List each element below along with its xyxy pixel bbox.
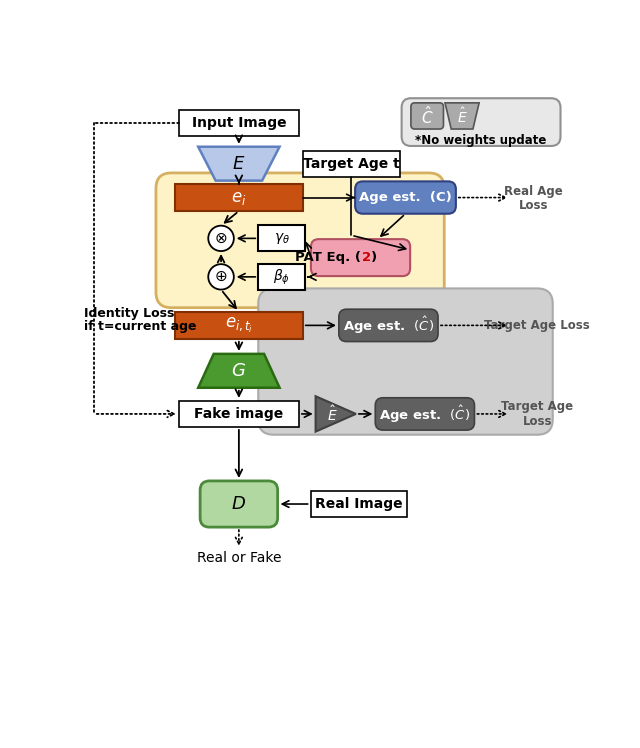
Text: $\oplus$: $\oplus$ bbox=[214, 269, 228, 284]
FancyBboxPatch shape bbox=[355, 182, 456, 214]
Polygon shape bbox=[198, 354, 280, 387]
Text: $\hat{E}$: $\hat{E}$ bbox=[327, 405, 338, 423]
Bar bbox=[310, 491, 408, 517]
Text: Real or Fake: Real or Fake bbox=[196, 551, 281, 565]
FancyBboxPatch shape bbox=[411, 103, 444, 129]
FancyBboxPatch shape bbox=[200, 481, 278, 527]
Bar bbox=[303, 150, 400, 177]
Text: $\hat{E}$: $\hat{E}$ bbox=[457, 106, 467, 126]
Text: Target Age: Target Age bbox=[501, 399, 573, 413]
Bar bbox=[175, 312, 303, 339]
Circle shape bbox=[208, 264, 234, 289]
Text: Identity Loss: Identity Loss bbox=[84, 307, 174, 319]
Text: $\gamma_{\theta}$: $\gamma_{\theta}$ bbox=[273, 231, 289, 246]
Text: Target Age Loss: Target Age Loss bbox=[484, 319, 590, 332]
FancyBboxPatch shape bbox=[156, 173, 444, 307]
Text: Age est.  (C): Age est. (C) bbox=[359, 191, 452, 204]
Circle shape bbox=[208, 226, 234, 251]
Text: Input Image: Input Image bbox=[191, 116, 286, 130]
Text: Target Age t: Target Age t bbox=[303, 156, 399, 171]
Bar bbox=[259, 225, 305, 251]
Polygon shape bbox=[198, 147, 280, 180]
Text: Fake image: Fake image bbox=[195, 407, 284, 421]
Bar bbox=[259, 264, 305, 290]
Text: $\hat{C}$: $\hat{C}$ bbox=[421, 105, 433, 127]
FancyBboxPatch shape bbox=[375, 398, 474, 430]
Text: 2: 2 bbox=[362, 251, 371, 264]
FancyBboxPatch shape bbox=[259, 289, 553, 435]
Text: Loss: Loss bbox=[522, 415, 552, 428]
Text: $e_{i,t_i}$: $e_{i,t_i}$ bbox=[225, 316, 253, 335]
Text: ): ) bbox=[371, 251, 377, 264]
Polygon shape bbox=[445, 103, 479, 129]
Polygon shape bbox=[316, 396, 356, 432]
Text: $E$: $E$ bbox=[232, 155, 246, 173]
Bar bbox=[179, 110, 299, 136]
Text: Loss: Loss bbox=[518, 199, 548, 212]
Text: $\otimes$: $\otimes$ bbox=[214, 231, 228, 246]
Text: PAT Eq. (: PAT Eq. ( bbox=[294, 251, 360, 264]
Text: Age est.  $(\hat{C})$: Age est. $(\hat{C})$ bbox=[380, 403, 470, 425]
Text: $G$: $G$ bbox=[231, 362, 246, 380]
FancyBboxPatch shape bbox=[402, 98, 561, 146]
Text: $e_i$: $e_i$ bbox=[231, 188, 246, 206]
Text: Real Age: Real Age bbox=[504, 185, 563, 198]
FancyBboxPatch shape bbox=[339, 309, 438, 342]
Text: $\beta_{\phi}$: $\beta_{\phi}$ bbox=[273, 267, 290, 286]
FancyBboxPatch shape bbox=[311, 239, 410, 276]
Text: Age est.  $(\hat{C})$: Age est. $(\hat{C})$ bbox=[343, 315, 434, 336]
Bar bbox=[179, 401, 299, 427]
Text: if t=current age: if t=current age bbox=[84, 320, 196, 334]
Text: Real Image: Real Image bbox=[315, 497, 403, 511]
Text: $D$: $D$ bbox=[232, 495, 246, 513]
Text: *No weights update: *No weights update bbox=[415, 134, 547, 147]
Bar bbox=[175, 184, 303, 211]
